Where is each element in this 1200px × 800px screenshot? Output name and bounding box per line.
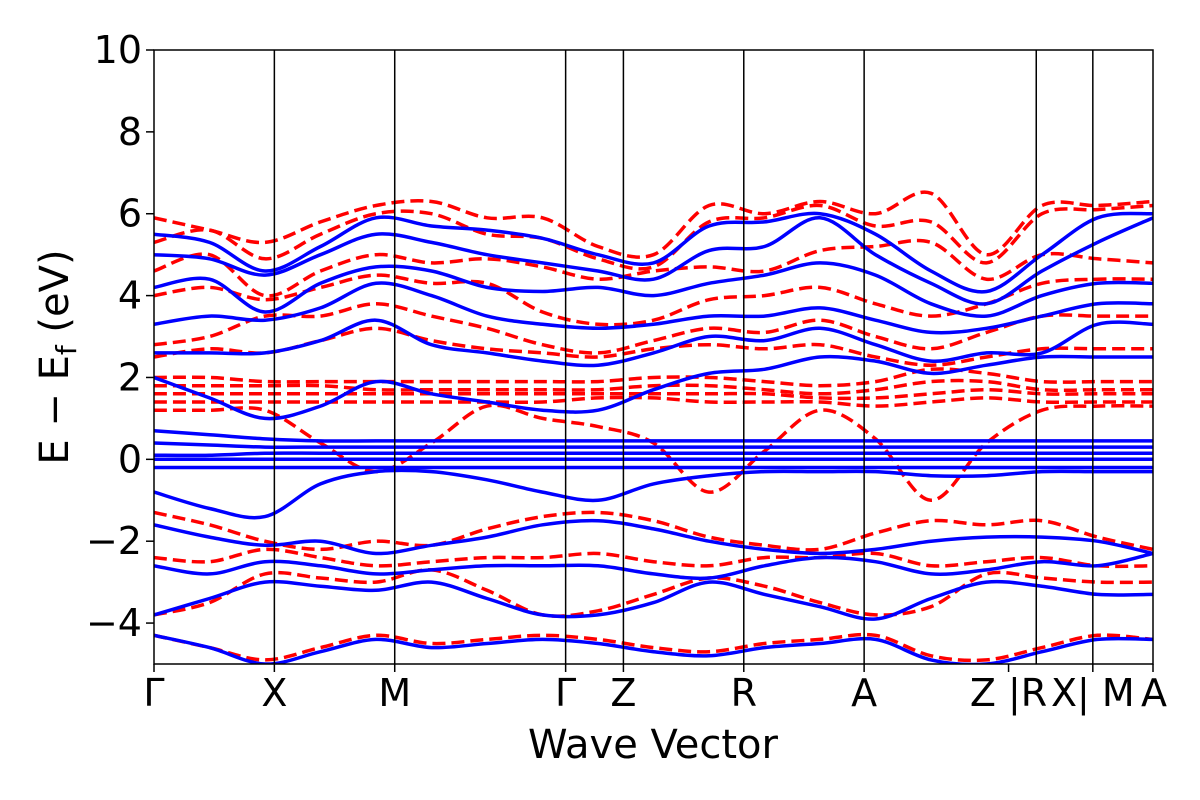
solid-band-20 bbox=[154, 354, 1153, 421]
solid-band-17 bbox=[154, 261, 1153, 318]
x-tick-label-1: X bbox=[261, 671, 287, 715]
dashed-band-1 bbox=[154, 203, 1153, 271]
solid-band-27 bbox=[154, 518, 1153, 556]
dashed-band-2 bbox=[154, 238, 1153, 298]
x-tick-label-6: A bbox=[851, 671, 877, 715]
x-tick-label-8: X| M bbox=[1051, 671, 1135, 716]
solid-band-21 bbox=[154, 428, 1153, 443]
y-tick-label-6: 8 bbox=[118, 110, 142, 154]
dashed-band-6 bbox=[154, 367, 1153, 388]
solid-band-19 bbox=[154, 318, 1153, 368]
x-tick-label-2: M bbox=[378, 671, 411, 715]
solid-band-18 bbox=[154, 281, 1153, 335]
x-tick-label-3: Γ bbox=[555, 671, 576, 715]
solid-band-26 bbox=[154, 468, 1153, 520]
high-symmetry-lines bbox=[273, 50, 1094, 664]
y-tick-label-2: 0 bbox=[118, 437, 142, 481]
x-tick-label-4: Z bbox=[610, 671, 636, 715]
dashed-band-8 bbox=[154, 387, 1153, 401]
solid-band-22 bbox=[154, 441, 1153, 449]
solid-band-30 bbox=[154, 633, 1153, 664]
x-tick-label-9: A bbox=[1141, 671, 1167, 715]
band-series-group bbox=[154, 190, 1153, 664]
y-tick-label-0: −4 bbox=[86, 601, 142, 645]
y-axis-label-subscript: f bbox=[50, 344, 83, 355]
solid-band-15 bbox=[154, 211, 1153, 294]
solid-band-16 bbox=[154, 216, 1153, 306]
y-axis-label-main: E − E bbox=[32, 355, 78, 465]
y-tick-label-4: 4 bbox=[118, 274, 142, 318]
x-tick-label-5: R bbox=[731, 671, 757, 715]
dashed-band-14 bbox=[154, 632, 1153, 663]
solid-band-29 bbox=[154, 579, 1153, 621]
dashed-band-12 bbox=[154, 547, 1153, 569]
x-tick-label-0: Γ bbox=[143, 671, 164, 715]
y-axis-label-unit: (eV) bbox=[32, 249, 78, 345]
dashed-band-7 bbox=[154, 378, 1153, 396]
y-tick-label-1: −2 bbox=[86, 519, 142, 563]
plot-frame bbox=[153, 49, 1154, 665]
dashed-band-11 bbox=[154, 510, 1153, 552]
solid-band-28 bbox=[154, 551, 1153, 581]
y-axis-ticks: −4 −2 0 2 4 6 8 10 bbox=[86, 28, 154, 645]
y-tick-label-3: 2 bbox=[118, 355, 142, 399]
dashed-band-0 bbox=[154, 190, 1153, 259]
y-tick-label-5: 6 bbox=[118, 192, 142, 236]
y-tick-label-7: 10 bbox=[94, 28, 142, 72]
dashed-band-13 bbox=[154, 568, 1153, 618]
solid-band-23 bbox=[154, 451, 1153, 458]
dashed-band-5 bbox=[154, 326, 1153, 367]
dashed-band-9 bbox=[154, 395, 1153, 408]
y-axis-label: E − Ef (eV) bbox=[32, 249, 83, 464]
dashed-band-4 bbox=[154, 302, 1153, 355]
x-axis-label: Wave Vector bbox=[528, 722, 779, 768]
x-tick-label-7: Z |R bbox=[970, 671, 1047, 716]
